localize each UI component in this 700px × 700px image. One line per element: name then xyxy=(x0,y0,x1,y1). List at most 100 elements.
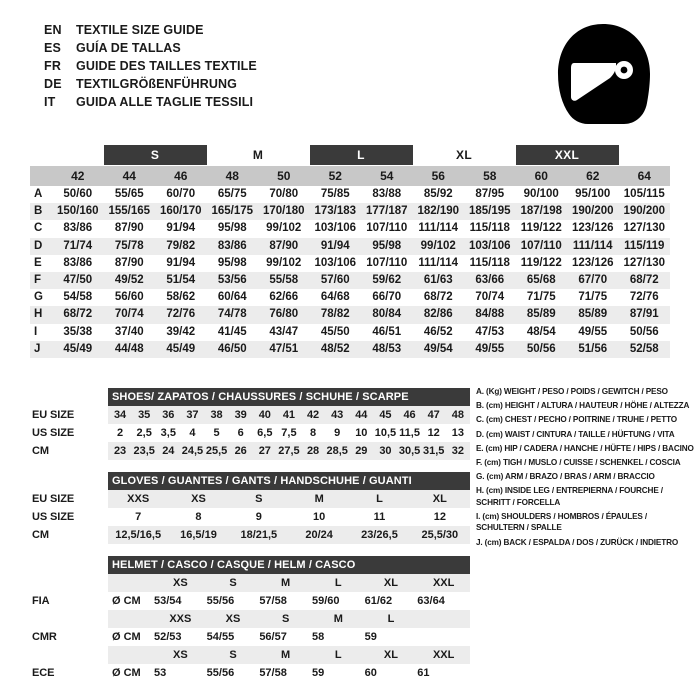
main-table-row: D 71/74 75/78 79/82 83/86 87/90 91/94 95/98 99/1… xyxy=(30,237,670,255)
main-table-cell: 48/54 xyxy=(526,325,556,338)
main-table-cell: 83/86 xyxy=(63,256,93,269)
helmet-size-header-row: XXS XS S M L xyxy=(30,610,471,628)
helmet-value-row: CMR Ø CM 52/53 54/55 56/57 58 59 xyxy=(30,628,471,646)
main-table-cell: 99/102 xyxy=(266,222,302,235)
main-size-table: S M L XL XXL 42 44 46 48 50 52 54 56 58 60 62 64 A 50… xyxy=(30,145,670,359)
main-table-cell: 56/60 xyxy=(114,291,144,304)
main-table-cell: 185/195 xyxy=(464,203,516,221)
main-table-cell: 45/50 xyxy=(320,325,350,338)
main-table-cell: 83/86 xyxy=(63,222,93,235)
shoes-cell: 27 xyxy=(252,442,277,460)
size-band-s: S xyxy=(103,145,207,165)
helmet-value-cell: 54/55 xyxy=(206,628,260,646)
main-table-cell: 47/53 xyxy=(475,325,505,338)
helmet-value-cell: 60 xyxy=(364,664,418,682)
shoes-cell: 23 xyxy=(108,442,133,460)
main-table-cell: 63/66 xyxy=(464,272,516,290)
gloves-cell: 10 xyxy=(288,508,350,526)
main-table-cell: 83/88 xyxy=(372,188,402,200)
shoes-row-label: US SIZE xyxy=(32,427,75,439)
main-table-cell: 68/72 xyxy=(52,306,104,324)
helmet-value-cell: 52/53 xyxy=(154,628,207,646)
helmet-size-header: M xyxy=(259,574,312,592)
gloves-row: EU SIZE XXS XS S M L XL xyxy=(30,490,471,508)
shoes-table: SHOES/ ZAPATOS / CHAUSSURES / SCHUHE / S… xyxy=(30,388,471,460)
helmet-size-header: S xyxy=(206,574,260,592)
size-band-xl: XL xyxy=(456,148,472,162)
main-table-cell: 107/110 xyxy=(366,256,408,269)
helmet-value-row: FIA Ø CM 53/54 55/56 57/58 59/60 61/62 63/64 xyxy=(30,592,471,610)
shoes-cell: 36 xyxy=(156,406,181,424)
main-table-cell: 65/68 xyxy=(515,272,567,290)
equipment-tables: SHOES/ ZAPATOS / CHAUSSURES / SCHUHE / S… xyxy=(30,388,471,694)
main-column-header: 42 xyxy=(52,166,104,186)
helmet-value-cell: 53 xyxy=(154,664,207,682)
shoes-cell: 26 xyxy=(228,442,253,460)
helmet-band-label: HELMET / CASCO / CASQUE / HELM / CASCO xyxy=(108,556,471,574)
shoes-cell: 37 xyxy=(180,406,205,424)
title-row-it: IT GUIDA ALLE TAGLIE TESSILI xyxy=(44,96,464,109)
main-table-cell: 45/49 xyxy=(155,340,207,359)
main-table-cell: 87/90 xyxy=(114,256,144,269)
main-table-cell: 115/118 xyxy=(469,256,510,269)
main-table-cell: 123/126 xyxy=(571,222,614,235)
main-table-cell: 190/200 xyxy=(618,203,670,221)
main-table-cell: 61/63 xyxy=(412,272,464,290)
main-table-cell: 79/82 xyxy=(155,237,207,255)
main-table-cell: 37/40 xyxy=(114,325,144,338)
main-table-cell: 95/98 xyxy=(361,237,413,255)
legend-item: H. (cm) INSIDE LEG / ENTREPIERNA / FOURC… xyxy=(476,487,694,507)
main-table-row: I 35/38 37/40 39/42 41/45 43/47 45/50 46/51 46/5… xyxy=(30,324,670,341)
shoes-cell: 23,5 xyxy=(132,442,157,460)
main-table-cell: 80/84 xyxy=(361,306,413,324)
main-table-cell: 177/187 xyxy=(361,203,413,221)
title-row-fr: FR GUIDE DES TAILLES TEXTILE xyxy=(44,60,464,73)
legend-item-continuation: SCHRITT / FORCELLA xyxy=(476,497,561,507)
main-table-cell: 72/76 xyxy=(629,291,659,304)
shoes-cell: 25,5 xyxy=(204,442,229,460)
gloves-row: US SIZE 7 8 9 10 11 12 xyxy=(30,508,471,526)
main-column-header-row: 42 44 46 48 50 52 54 56 58 60 62 64 xyxy=(30,166,670,186)
shoes-cell: 11,5 xyxy=(397,424,422,442)
shoes-cell: 8 xyxy=(301,424,326,442)
measurement-legend: A. (Kg) WEIGHT / PESO / POIDS / GEWITCH … xyxy=(470,387,694,553)
main-size-grid: 42 44 46 48 50 52 54 56 58 60 62 64 A 50/60 55/65 60/70… xyxy=(30,166,670,359)
shoes-cell: 13 xyxy=(445,424,471,442)
main-table-cell: 123/126 xyxy=(571,256,614,269)
legend-item-text: D. (cm) WAIST / CINTURA / TAILLE / HÜFTU… xyxy=(476,429,675,439)
gloves-cell: 18/21,5 xyxy=(228,526,289,544)
title-row-en: EN TEXTILE SIZE GUIDE xyxy=(44,24,464,37)
main-table-cell: 150/160 xyxy=(52,203,104,221)
helmet-size-header-spacer xyxy=(30,574,108,592)
main-table-cell: 62/66 xyxy=(269,291,299,304)
main-table-cell: 75/78 xyxy=(103,237,155,255)
shoes-cell: 31,5 xyxy=(421,442,446,460)
shoes-band-label: SHOES/ ZAPATOS / CHAUSSURES / SCHUHE / S… xyxy=(108,388,471,406)
helmet-unit-label: Ø CM xyxy=(108,664,154,682)
size-band-row: S M L XL XXL xyxy=(30,145,670,165)
helmet-value-cell: 55/56 xyxy=(206,592,260,610)
main-table-cell: 103/106 xyxy=(464,237,516,255)
legend-item: C. (cm) CHEST / PECHO / POITRINE / TRUHE… xyxy=(476,416,694,424)
main-table-cell: 85/89 xyxy=(567,306,619,324)
gloves-cell: 7 xyxy=(108,508,169,526)
main-row-label: B xyxy=(30,203,52,221)
gloves-band-label: GLOVES / GUANTES / GANTS / HANDSCHUHE / … xyxy=(108,472,471,490)
main-table-cell: 49/55 xyxy=(464,340,516,359)
shoes-cell: 30 xyxy=(373,442,398,460)
helmet-value-cell xyxy=(417,628,471,646)
main-column-header: 58 xyxy=(464,166,516,186)
main-row-label: D xyxy=(30,237,52,255)
helmet-size-header: XXL xyxy=(417,574,471,592)
main-table-cell: 59/62 xyxy=(361,272,413,290)
main-table-cell: 43/47 xyxy=(269,325,299,338)
helmet-size-header: XL xyxy=(364,646,418,664)
helmet-size-header-unit-spacer xyxy=(108,646,154,664)
legend-item-text: E. (cm) HIP / CADERA / HANCHE / HÜFTE / … xyxy=(476,443,694,453)
shoes-cell: 2,5 xyxy=(132,424,157,442)
main-table-cell: 111/114 xyxy=(418,222,459,235)
main-table-cell: 71/75 xyxy=(578,291,608,304)
gloves-cell: 20/24 xyxy=(288,526,350,544)
title-text-fr: GUIDE DES TAILLES TEXTILE xyxy=(76,59,257,73)
gloves-cell: S xyxy=(228,490,289,508)
